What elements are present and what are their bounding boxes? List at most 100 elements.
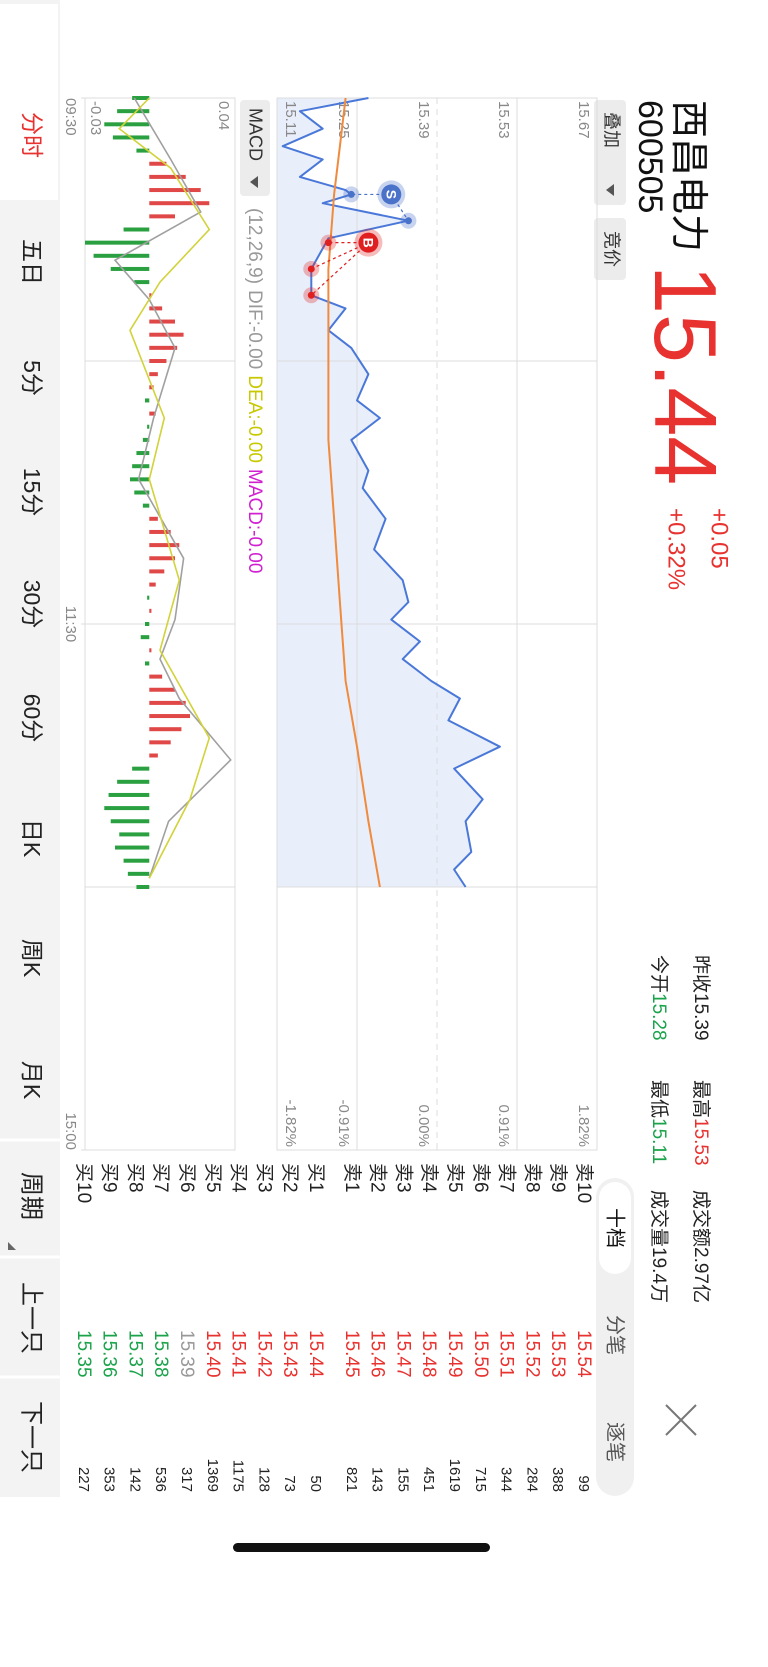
- dropdown-icon: [250, 176, 258, 188]
- book-label: 卖6: [470, 1163, 492, 1193]
- macd-bar: [119, 832, 150, 837]
- book-tab: 分笔: [604, 1315, 627, 1355]
- book-volume: 317: [178, 1467, 195, 1492]
- period-tab: 日K: [19, 819, 45, 858]
- series-line: [281, 97, 501, 888]
- x-tick-label: 11:30: [62, 606, 79, 642]
- book-label: 买6: [176, 1163, 197, 1193]
- book-price: 15.38: [150, 1330, 171, 1378]
- stat-label: 今开: [648, 955, 670, 993]
- y2-tick-label: -1.82%: [282, 1099, 299, 1147]
- macd-bar: [123, 227, 150, 232]
- book-volume: 142: [126, 1467, 143, 1492]
- y-tick-label: 15.53: [495, 101, 512, 139]
- macd-bar: [149, 359, 167, 363]
- macd-bar: [149, 608, 152, 613]
- book-price: 15.40: [202, 1330, 223, 1378]
- book-label: 卖2: [367, 1163, 389, 1193]
- y-tick-label: 15.39: [415, 101, 432, 139]
- macd-bar: [149, 556, 175, 561]
- stat: 今开15.28: [648, 955, 670, 1041]
- stat: 最低15.11: [648, 1080, 670, 1164]
- macd-bar: [127, 871, 150, 876]
- y-tick-label: -0.03: [87, 101, 104, 135]
- period-tab: 月K: [19, 1061, 45, 1100]
- book-price: 15.49: [444, 1330, 465, 1378]
- book-price: 15.36: [99, 1330, 120, 1378]
- book-price: 15.41: [228, 1330, 249, 1378]
- macd-bar: [136, 451, 150, 456]
- macd-bar: [104, 122, 150, 127]
- book-volume: 50: [307, 1475, 324, 1492]
- stat-label: 最高: [690, 1080, 712, 1118]
- stat: 昨收15.39: [690, 955, 712, 1041]
- close-button[interactable]: [665, 1404, 697, 1436]
- price-change: +0.05: [706, 508, 733, 569]
- macd-bar: [149, 714, 190, 719]
- period-tab: 五日: [19, 239, 45, 285]
- auction-button[interactable]: [594, 218, 626, 280]
- macd-bar: [149, 753, 158, 758]
- stat-label: 最低: [648, 1080, 670, 1118]
- indicator-value: MACD:-0.00: [244, 469, 265, 574]
- period-tab: 周K: [19, 939, 45, 978]
- bottom-action: 上一只: [18, 1282, 45, 1354]
- macd-bar: [149, 332, 184, 337]
- book-tab: 逐笔: [604, 1422, 627, 1462]
- book-label: 卖10: [573, 1163, 595, 1203]
- stat-value: 19.4万: [648, 1247, 669, 1303]
- macd-bar: [144, 398, 150, 403]
- macd-bar: [142, 503, 150, 508]
- macd-bar: [134, 280, 150, 285]
- macd-bar: [108, 792, 150, 797]
- trade-point: [404, 217, 412, 225]
- period-tab: 60分: [19, 694, 45, 743]
- trade-link: [390, 194, 409, 222]
- macd-bar: [140, 635, 150, 640]
- book-volume: 155: [394, 1467, 411, 1492]
- book-price: 15.48: [418, 1330, 439, 1378]
- stat-label: 成交量: [648, 1190, 670, 1247]
- trade-point: [324, 239, 332, 247]
- series-line: [327, 97, 381, 888]
- stat: 最高15.53: [690, 1080, 712, 1166]
- overlay-button[interactable]: [594, 100, 626, 205]
- book-price: 15.37: [124, 1330, 145, 1378]
- macd-bar: [149, 648, 152, 653]
- macd-bar: [149, 319, 175, 324]
- book-volume: 715: [472, 1467, 489, 1492]
- book-price: 15.47: [392, 1330, 413, 1378]
- macd-bar: [117, 779, 150, 784]
- book-label: 卖7: [496, 1163, 518, 1193]
- book-label: 买8: [124, 1163, 145, 1193]
- book-price: 15.43: [279, 1330, 300, 1378]
- bottom-bar: [0, 0, 60, 1497]
- book-volume: 143: [369, 1467, 386, 1492]
- book-label: 买1: [305, 1163, 326, 1193]
- indicator-name: MACD: [245, 108, 265, 161]
- indicator-button[interactable]: [240, 100, 270, 196]
- macd-bar: [149, 543, 180, 548]
- macd-bar: [84, 240, 150, 245]
- book-price: 15.46: [367, 1330, 388, 1378]
- period-tab: 15分: [19, 468, 45, 517]
- macd-bar: [114, 845, 150, 850]
- period-corner-icon: [8, 1242, 16, 1250]
- book-price: 15.52: [521, 1330, 542, 1378]
- macd-bar: [149, 700, 186, 705]
- trade-point: [307, 291, 315, 299]
- indicator-value: DIF:-0.00: [244, 290, 265, 369]
- y2-tick-label: 0.00%: [415, 1104, 432, 1147]
- macd-bar: [104, 806, 150, 811]
- stat-label: 昨收: [690, 955, 712, 993]
- macd-bar: [149, 201, 210, 206]
- macd-bar: [149, 582, 156, 587]
- book-price: 15.39: [176, 1330, 197, 1378]
- book-label: 买10: [73, 1163, 94, 1203]
- macd-bar: [149, 306, 163, 311]
- book-price: 15.42: [253, 1330, 274, 1378]
- macd-bar: [147, 595, 150, 600]
- y-tick-label: 0.04: [215, 101, 232, 130]
- book-volume: 73: [281, 1475, 298, 1492]
